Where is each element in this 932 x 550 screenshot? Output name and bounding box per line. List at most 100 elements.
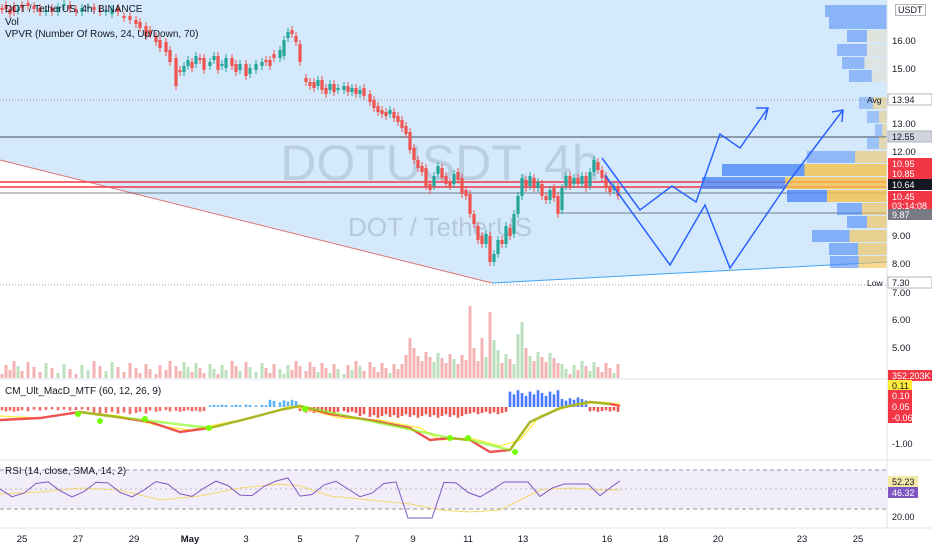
candle-body [260,62,264,66]
volume-bar [316,372,320,378]
volume-bar [496,350,500,378]
vpvr-down-bar [862,203,887,215]
candle-body [556,196,560,214]
price-tag-label: Avg [867,95,882,105]
macd-histogram-bar [556,390,560,407]
volume-bar [432,362,436,378]
volume-bar [328,373,332,378]
candle-body [164,42,168,52]
price-tag[interactable]: Avg 13.94 [867,93,932,106]
volume-bar [480,338,484,378]
macd-histogram-bar [260,404,264,407]
candle-body [178,70,182,72]
volume-bar [588,371,592,378]
candle-body [44,10,48,12]
macd-axis-box [888,390,912,401]
time-tick: 7 [354,534,359,545]
time-axis[interactable]: 25 27 29 May 3 5 7 9 11 13 16 18 20 23 25 [17,534,864,545]
volume-bar [354,361,358,378]
macd-histogram-bar [404,407,408,415]
volume-bar [20,371,24,378]
macd-legend[interactable]: CM_Ult_MacD_MTF (60, 12, 26, 9) [5,386,162,397]
volume-bar [332,364,336,378]
macd-histogram-bar [552,394,556,407]
candle-body [528,176,532,186]
macd-histogram-bar [0,407,4,411]
price-axis[interactable]: 16.0015.0013.0012.0011.009.008.007.006.0… [867,36,932,522]
volume-bar [216,374,220,378]
macd-histogram-bar [336,407,340,412]
macd-histogram-bar [234,404,238,407]
macd-histogram-bar [98,407,102,415]
price-tag[interactable]: 12.55 [887,130,932,143]
vpvr-up-bar [787,190,827,202]
vpvr-up-bar [702,177,786,189]
candle-body [432,176,436,186]
candle-body [248,68,252,74]
time-tick: 20 [713,534,724,545]
candle-body [332,84,336,92]
price-tick: 13.00 [892,119,916,130]
candle-body [198,58,202,60]
volume-bar [412,348,416,378]
candle-body [0,8,4,10]
volume-bar [350,370,354,378]
volume-bar [16,366,20,378]
macd-histogram-bar [572,399,576,407]
macd-histogram-bar [174,407,178,411]
time-tick: 18 [658,534,669,545]
price-tag[interactable]: 9.87 [888,209,932,220]
macd-histogram-bar [342,407,346,411]
symbol-legend[interactable]: DOT / TetherUS, 4h, BINANCE [5,4,143,15]
volume-legend[interactable]: Vol [5,17,19,28]
vpvr-down-bar [867,30,887,42]
candle-body [342,86,346,90]
macd-histogram-bar [412,407,416,416]
macd-histogram-bar [116,407,120,414]
candle-body [532,178,536,188]
macd-histogram-bar [38,407,42,411]
volume-bar [346,365,350,378]
price-tag[interactable]: 10.64 [888,179,932,190]
vpvr-legend[interactable]: VPVR (Number Of Rows, 24, Up/Down, 70) [5,29,199,40]
candle-body [208,62,212,66]
macd-histogram-bar [224,405,228,407]
watermark-ticker: DOTUSDT, 4h [280,135,600,191]
price-tag[interactable]: 10.45 [888,191,932,202]
currency-label[interactable]: USDT [895,4,926,16]
macd-cross-dot [97,418,103,424]
volume-bar [80,365,84,378]
vpvr-down-bar [858,243,887,255]
price-tag[interactable]: Low 7.30 [867,276,932,289]
macd-histogram-bar [244,404,248,407]
price-tag-value: 352.203K [892,371,931,381]
volume-bar [158,365,162,378]
macd-histogram-bar [134,407,138,413]
macd-histogram-bar [496,407,500,415]
candle-body [158,40,162,48]
candle-body [230,58,234,66]
volume-bar [500,363,504,378]
price-tag[interactable]: 03:14:08 [888,200,932,211]
candle-body [448,182,452,186]
candle-body [138,22,142,28]
price-tag[interactable]: 352.203K [888,370,932,381]
macd-histogram-bar [354,407,358,413]
price-tag[interactable]: 10.95 [888,158,932,169]
volume-bar [104,371,108,378]
rsi-legend[interactable]: RSI (14, close, SMA, 14, 2) [5,466,127,477]
macd-histogram-bar [92,407,96,413]
price-tag-box [888,209,932,220]
candle-body [580,176,584,184]
price-tag[interactable]: 10.85 [888,168,932,179]
price-tag-box [888,191,932,202]
macd-cross-dot [206,425,212,431]
macd-histogram-bar [480,407,484,413]
macd-histogram-bar [536,390,540,407]
candle-body [428,184,432,190]
price-tag-box [888,200,932,211]
rsi-axis-value: 46.32 [892,488,915,498]
candle-body [584,176,588,188]
macd-axis-tag: 0.10 [888,390,912,401]
